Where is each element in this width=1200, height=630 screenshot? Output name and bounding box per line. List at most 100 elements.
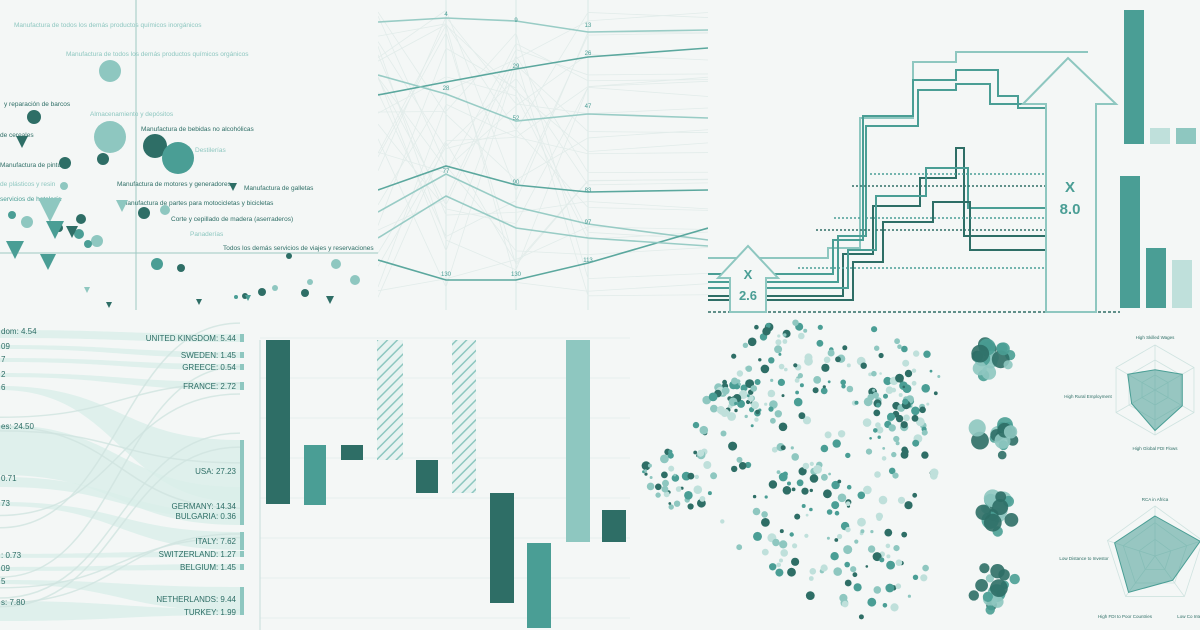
parallel-background-line	[378, 226, 708, 292]
sankey-node	[240, 609, 244, 615]
waterfall-bar	[416, 460, 438, 493]
waterfall-bar	[602, 510, 626, 542]
map-bubble	[794, 378, 800, 383]
scatter-point-label: Manufactura de todos los demás productos…	[66, 51, 249, 58]
map-bubble	[790, 446, 794, 450]
map-bubble	[911, 380, 917, 386]
scatter-point	[162, 142, 194, 174]
map-bubble	[761, 548, 769, 556]
waterfall-chart	[259, 337, 630, 630]
parallel-coordinates-chart: 4 28 77 130 9 29 52 90 130 13 26 47 83 97 113	[378, 0, 708, 310]
map-bubble	[751, 401, 759, 410]
map-bubble	[870, 530, 874, 534]
map-bubble	[900, 421, 908, 429]
map-bubble	[846, 363, 851, 368]
parallel-background-line	[378, 12, 708, 252]
sankey-node	[240, 382, 244, 390]
map-bubble	[846, 484, 852, 490]
map-bubble	[841, 384, 846, 389]
map-bubble	[668, 502, 672, 505]
map-bubble	[716, 406, 725, 414]
map-bubble	[878, 495, 888, 505]
scatter-point-label: servicios de hotelería	[0, 196, 62, 203]
map-bubble	[926, 402, 930, 406]
map-bubble	[775, 568, 784, 577]
map-bubble	[860, 529, 865, 534]
scatter-triangle-point	[196, 299, 202, 305]
sankey-thin-link	[0, 536, 241, 589]
map-bubble	[830, 552, 839, 561]
minibar	[1124, 10, 1144, 144]
map-bubble	[787, 567, 796, 577]
parallel-background-line	[378, 31, 708, 238]
map-bubble	[845, 526, 851, 533]
sankey-thin-link	[0, 393, 241, 517]
map-bubble	[722, 379, 727, 385]
map-bubble	[755, 409, 760, 415]
callout-arrow-large	[1020, 56, 1119, 313]
map-bubble	[895, 583, 902, 589]
map-bubble	[782, 486, 792, 495]
map-bubble	[865, 565, 869, 568]
map-bubble	[874, 345, 880, 351]
map-bubble	[802, 416, 812, 425]
waterfall-bar	[266, 340, 290, 504]
map-bubble	[779, 558, 783, 563]
scatter-point-label: Almacenamiento y depósitos	[90, 111, 174, 118]
map-bubble	[862, 418, 872, 427]
parallel-tick-label: 52	[513, 116, 520, 122]
map-bubble	[891, 451, 897, 458]
radar-axis-label: High Skilled Wages	[1136, 335, 1176, 340]
parallel-tick-label: 113	[583, 258, 593, 264]
map-bubble	[878, 352, 884, 359]
sankey-source-label: 09	[1, 342, 10, 351]
scatter-point	[59, 157, 71, 169]
map-bubble	[791, 487, 796, 492]
map-bubble	[831, 501, 840, 510]
sankey-thin-link	[0, 430, 241, 464]
map-bubble	[834, 510, 840, 516]
map-bubble	[809, 461, 814, 466]
sankey-node-label: TURKEY: 1.99	[184, 608, 237, 617]
parallel-panel: 4 28 77 130 9 29 52 90 130 13 26 47 83 97 113	[378, 0, 708, 310]
map-bubble	[655, 492, 661, 498]
parallel-background-line	[378, 80, 708, 254]
map-bubble	[787, 481, 791, 486]
map-bubble	[744, 414, 748, 419]
map-bubble	[895, 559, 903, 566]
map-bubble	[668, 504, 674, 510]
map-bubble	[647, 463, 652, 468]
scatter-triangle-point	[116, 200, 128, 212]
map-bubble	[824, 431, 832, 439]
waterfall-bar	[452, 340, 476, 493]
map-bubble	[777, 334, 781, 338]
map-bubble	[809, 507, 813, 512]
cluster-bubble	[975, 579, 988, 592]
cluster-bubble	[985, 605, 995, 615]
map-bubble	[667, 452, 674, 459]
parallel-tick-label: 130	[441, 272, 452, 278]
map-bubble	[911, 406, 920, 416]
map-bubble	[883, 393, 888, 399]
sankey-node-label: FRANCE: 2.72	[183, 382, 236, 391]
radar-axis-label: RCA in Africa	[1142, 497, 1169, 502]
map-bubble	[801, 487, 809, 495]
parallel-tick-label: 130	[511, 272, 522, 278]
map-bubble	[837, 533, 843, 540]
map-bubble	[867, 597, 877, 607]
map-bubble	[693, 450, 698, 455]
waterfall-bar	[490, 493, 514, 603]
map-bubble	[873, 586, 882, 594]
scatter-point	[177, 264, 185, 272]
cluster-bubble	[972, 361, 987, 376]
map-bubble	[886, 554, 891, 559]
map-bubble	[740, 384, 748, 392]
map-bubble	[734, 401, 738, 406]
sankey-node	[240, 334, 244, 342]
map-bubble	[885, 386, 894, 394]
map-bubble	[660, 454, 669, 464]
sankey-source-label: 2	[1, 370, 6, 379]
map-bubble	[768, 393, 772, 397]
map-bubble	[761, 518, 770, 527]
